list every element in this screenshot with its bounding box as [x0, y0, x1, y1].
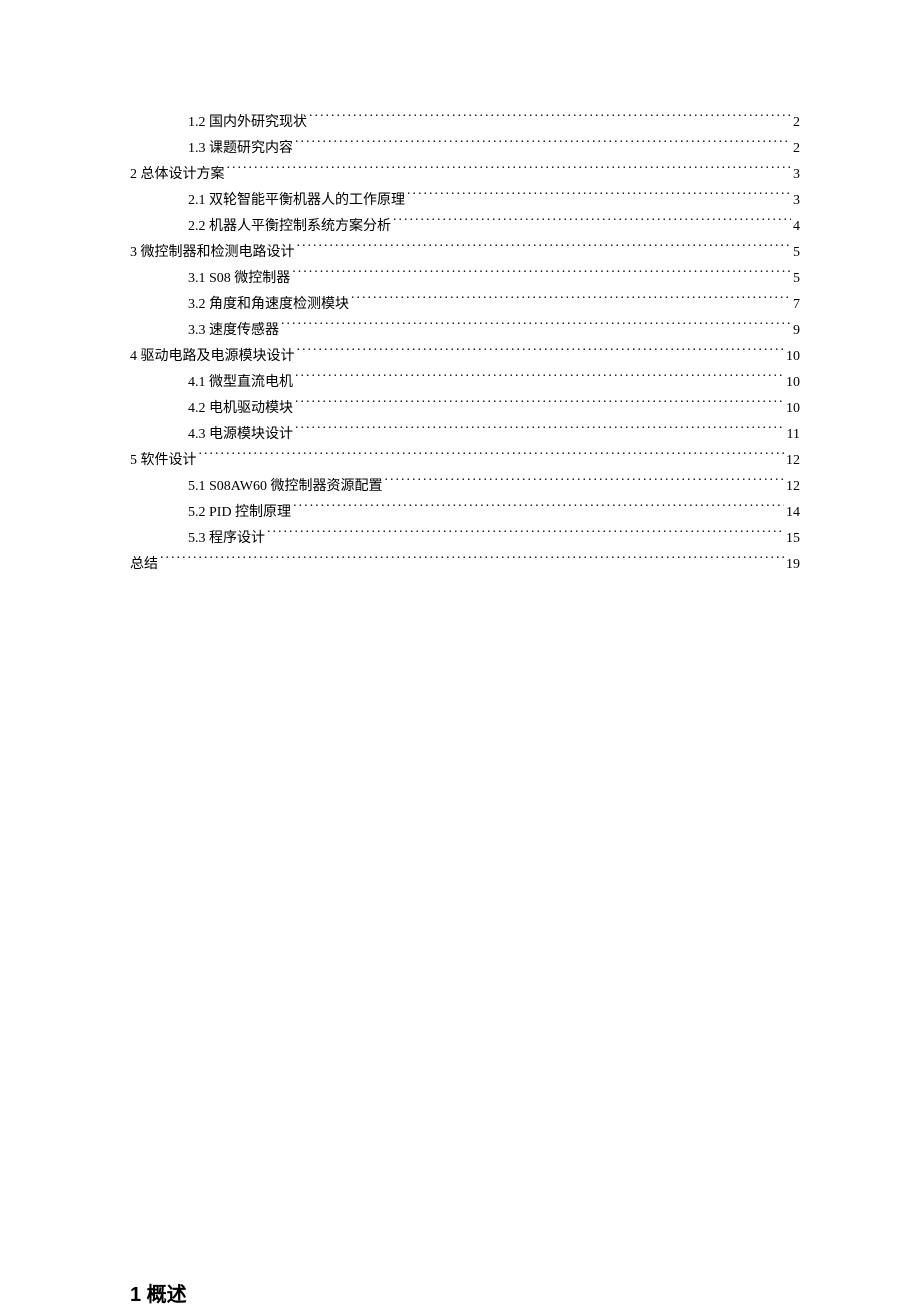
table-of-contents: 1.2 国内外研究现状 2 1.3 课题研究内容 2 2 总体设计方案 3 2.… [130, 110, 800, 578]
toc-entry: 2 总体设计方案 3 [130, 162, 800, 188]
toc-leader-dots [297, 242, 792, 256]
toc-label: 3 微控制器和检测电路设计 [130, 240, 295, 266]
toc-label: 4.2 电机驱动模块 [188, 396, 293, 422]
toc-label: 5.2 PID 控制原理 [188, 500, 291, 526]
section-heading: 1 概述 [130, 1278, 800, 1307]
toc-label: 5 软件设计 [130, 448, 197, 474]
toc-label: 5.1 S08AW60 微控制器资源配置 [188, 474, 383, 500]
toc-page-number: 9 [793, 318, 800, 344]
toc-leader-dots [351, 294, 791, 308]
toc-leader-dots [309, 112, 791, 126]
toc-page-number: 11 [787, 422, 800, 448]
toc-page-number: 5 [793, 266, 800, 292]
toc-entry: 3.2 角度和角速度检测模块 7 [130, 292, 800, 318]
toc-leader-dots [227, 164, 792, 178]
toc-leader-dots [281, 320, 791, 334]
toc-entry: 3.3 速度传感器 9 [130, 318, 800, 344]
toc-leader-dots [295, 372, 784, 386]
toc-label: 2.1 双轮智能平衡机器人的工作原理 [188, 188, 405, 214]
toc-leader-dots [160, 554, 784, 568]
toc-leader-dots [393, 216, 791, 230]
toc-entry: 1.2 国内外研究现状 2 [130, 110, 800, 136]
toc-leader-dots [292, 268, 791, 282]
toc-leader-dots [385, 476, 785, 490]
toc-label: 1.3 课题研究内容 [188, 136, 293, 162]
toc-entry: 4.2 电机驱动模块 10 [130, 396, 800, 422]
toc-page-number: 15 [786, 526, 800, 552]
toc-entry: 1.3 课题研究内容 2 [130, 136, 800, 162]
toc-leader-dots [295, 424, 785, 438]
toc-entry: 5.1 S08AW60 微控制器资源配置 12 [130, 474, 800, 500]
toc-leader-dots [199, 450, 785, 464]
toc-page-number: 3 [793, 188, 800, 214]
toc-leader-dots [293, 502, 784, 516]
toc-page-number: 5 [793, 240, 800, 266]
toc-page-number: 12 [786, 448, 800, 474]
toc-page-number: 19 [786, 552, 800, 578]
toc-leader-dots [267, 528, 784, 542]
toc-page-number: 7 [793, 292, 800, 318]
toc-label: 3.1 S08 微控制器 [188, 266, 290, 292]
toc-entry: 4.3 电源模块设计 11 [130, 422, 800, 448]
toc-label: 3.3 速度传感器 [188, 318, 279, 344]
toc-label: 总结 [130, 552, 158, 578]
toc-leader-dots [295, 398, 784, 412]
toc-page-number: 2 [793, 110, 800, 136]
toc-entry: 5 软件设计 12 [130, 448, 800, 474]
toc-page-number: 12 [786, 474, 800, 500]
toc-page-number: 2 [793, 136, 800, 162]
toc-entry: 3 微控制器和检测电路设计 5 [130, 240, 800, 266]
toc-label: 2.2 机器人平衡控制系统方案分析 [188, 214, 391, 240]
toc-leader-dots [295, 138, 791, 152]
toc-entry: 5.2 PID 控制原理 14 [130, 500, 800, 526]
toc-label: 4.3 电源模块设计 [188, 422, 293, 448]
toc-label: 5.3 程序设计 [188, 526, 265, 552]
toc-label: 1.2 国内外研究现状 [188, 110, 307, 136]
toc-leader-dots [297, 346, 785, 360]
toc-leader-dots [407, 190, 791, 204]
toc-label: 3.2 角度和角速度检测模块 [188, 292, 349, 318]
toc-page-number: 10 [786, 370, 800, 396]
toc-page-number: 10 [786, 396, 800, 422]
toc-label: 4.1 微型直流电机 [188, 370, 293, 396]
toc-label: 4 驱动电路及电源模块设计 [130, 344, 295, 370]
toc-entry: 2.1 双轮智能平衡机器人的工作原理 3 [130, 188, 800, 214]
toc-page-number: 10 [786, 344, 800, 370]
toc-page-number: 14 [786, 500, 800, 526]
toc-entry: 总结 19 [130, 552, 800, 578]
toc-entry: 4.1 微型直流电机 10 [130, 370, 800, 396]
toc-entry: 3.1 S08 微控制器 5 [130, 266, 800, 292]
toc-page-number: 3 [793, 162, 800, 188]
toc-entry: 4 驱动电路及电源模块设计 10 [130, 344, 800, 370]
toc-label: 2 总体设计方案 [130, 162, 225, 188]
toc-entry: 5.3 程序设计 15 [130, 526, 800, 552]
toc-page-number: 4 [793, 214, 800, 240]
toc-entry: 2.2 机器人平衡控制系统方案分析 4 [130, 214, 800, 240]
